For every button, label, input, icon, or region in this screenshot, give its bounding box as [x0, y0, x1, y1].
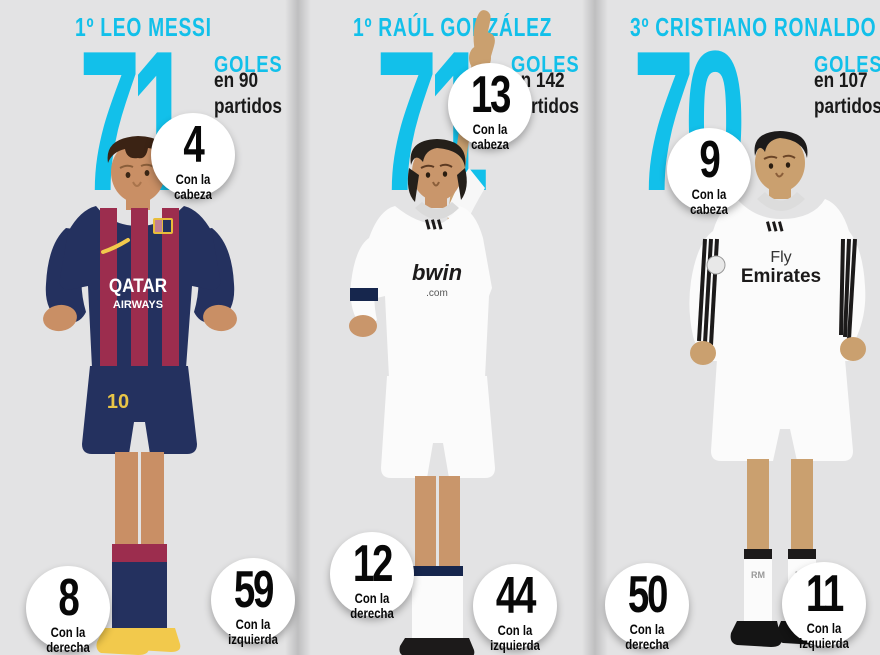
svg-text:10: 10	[107, 391, 129, 413]
svg-text:QATAR: QATAR	[109, 275, 167, 296]
svg-text:bwin: bwin	[412, 260, 462, 285]
svg-text:RM: RM	[751, 570, 765, 580]
svg-text:.com: .com	[426, 288, 448, 299]
svg-text:Fly: Fly	[770, 249, 791, 266]
svg-text:AIRWAYS: AIRWAYS	[113, 299, 163, 311]
svg-text:Emirates: Emirates	[741, 266, 821, 287]
